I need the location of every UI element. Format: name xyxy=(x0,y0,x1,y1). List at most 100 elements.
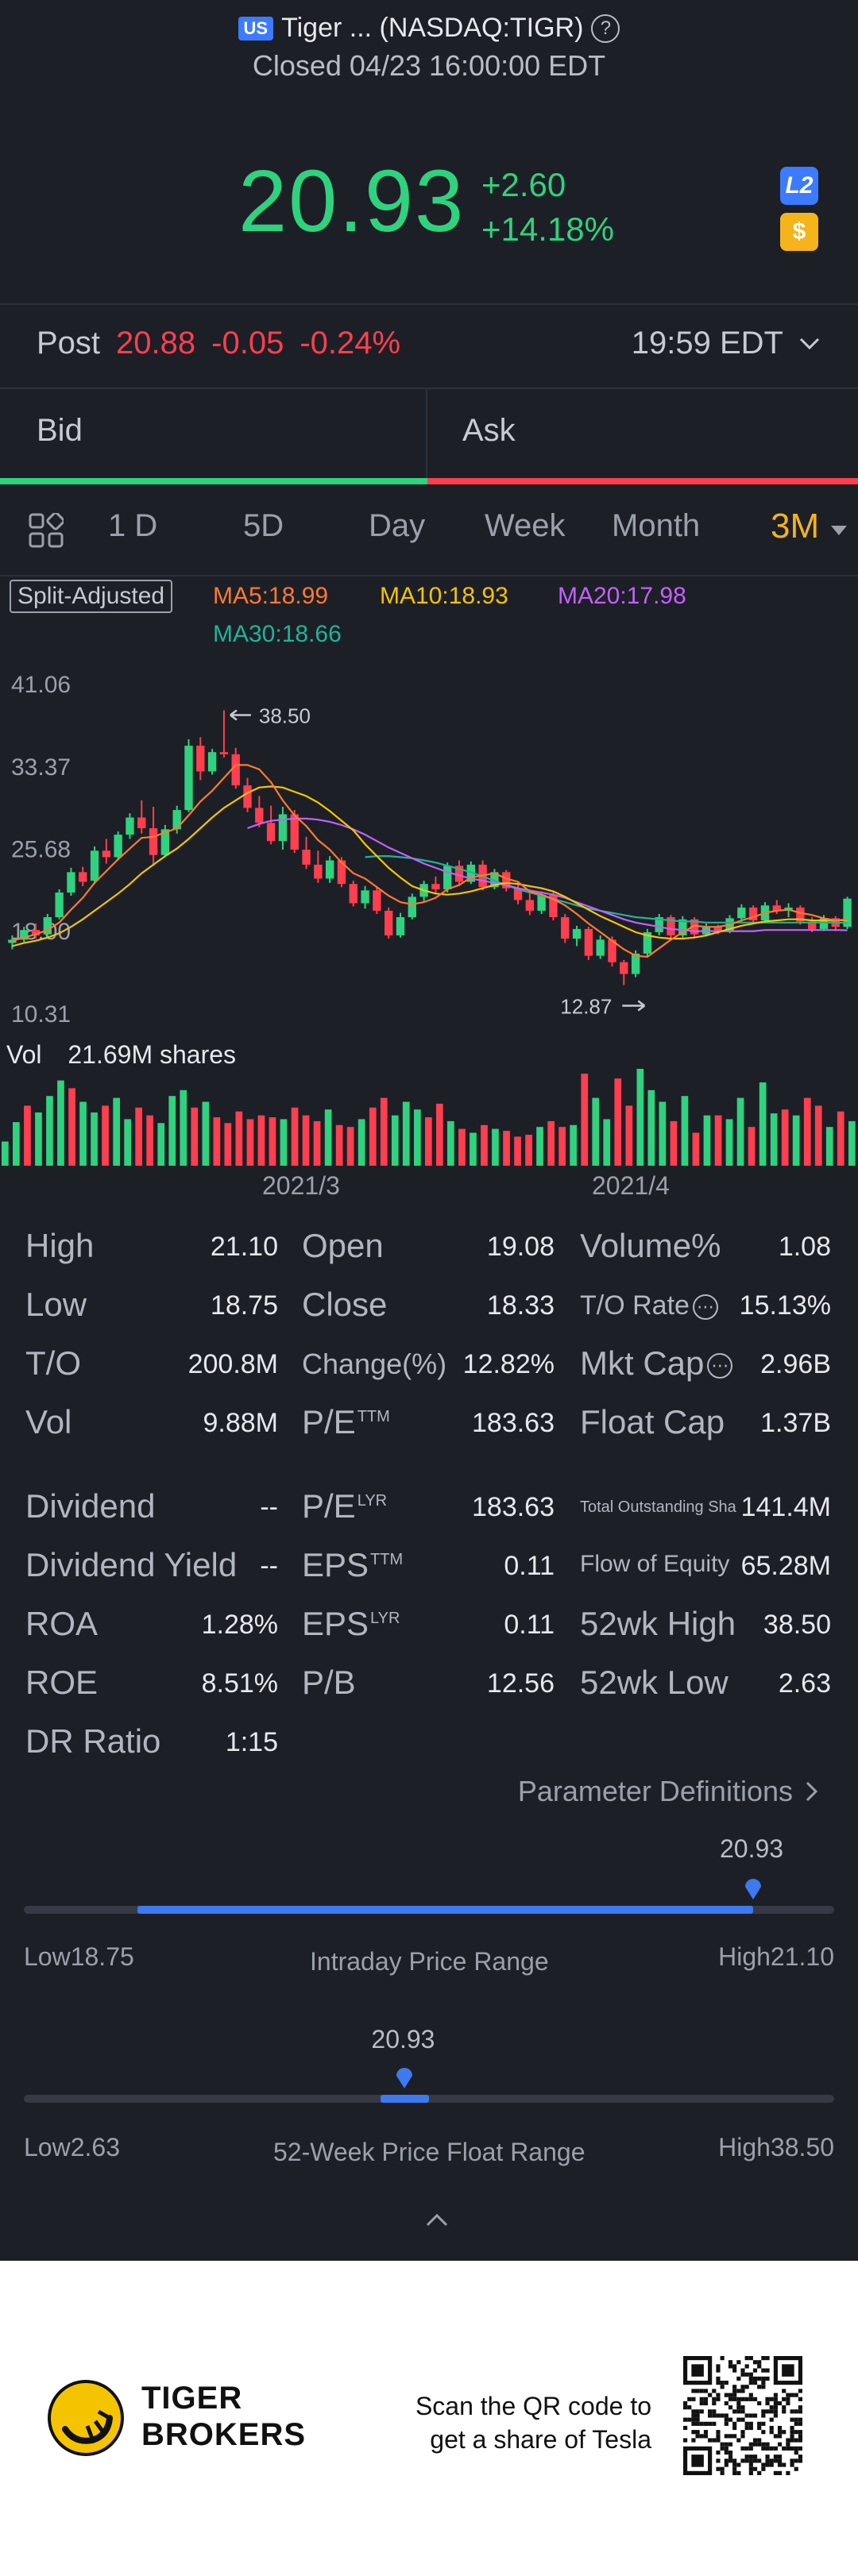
parameter-definitions-link[interactable]: Parameter Definitions xyxy=(518,1775,818,1808)
qr-module xyxy=(769,2430,774,2435)
qr-module xyxy=(712,2438,717,2443)
qr-module xyxy=(728,2393,733,2397)
volume-bar xyxy=(369,1107,377,1166)
qr-module xyxy=(777,2470,783,2475)
stat-value: 19.08 xyxy=(486,1232,555,1262)
qr-module xyxy=(691,2438,696,2443)
grid-icon[interactable] xyxy=(29,513,64,548)
qr-module xyxy=(748,2425,753,2431)
share-footer: TIGER BROKERS Scan the QR code to get a … xyxy=(0,2261,858,2576)
qr-module xyxy=(716,2430,721,2435)
qr-module xyxy=(748,2376,753,2381)
intraday-range: 20.93 Low18.75 Intraday Price Range High… xyxy=(24,1834,834,1976)
ttm-superscript: TTM xyxy=(357,1408,390,1425)
stat-label: ROE xyxy=(25,1664,99,1701)
qr-module xyxy=(695,2413,700,2418)
qr-module xyxy=(736,2462,741,2467)
qr-module xyxy=(716,2413,721,2418)
qr-module xyxy=(748,2421,753,2426)
candle-body xyxy=(843,898,852,927)
stat-label[interactable]: Mkt Cap ⋯ xyxy=(580,1344,733,1382)
ma10-line xyxy=(12,785,848,947)
ttm-superscript: TTM xyxy=(370,1551,404,1568)
volume-bar xyxy=(168,1096,176,1166)
qr-module xyxy=(790,2446,794,2451)
candle-body xyxy=(102,850,111,858)
qr-module xyxy=(752,2381,758,2385)
tab-month[interactable]: Month xyxy=(612,508,701,543)
tab-week[interactable]: Week xyxy=(485,508,566,543)
volume-bar xyxy=(558,1127,566,1166)
candle-body xyxy=(290,814,299,850)
candle-body xyxy=(608,939,616,962)
qr-caption-line2: get a share of Tesla xyxy=(430,2425,651,2454)
stat-label: High xyxy=(25,1227,95,1264)
tab-day[interactable]: Day xyxy=(369,508,426,543)
level2-icon[interactable]: L2 xyxy=(780,167,818,205)
title-row[interactable]: US Tiger ... (NASDAQ:TIGR) ? xyxy=(0,13,858,44)
stat-label: EPS TTM xyxy=(302,1546,403,1584)
help-icon[interactable]: ? xyxy=(591,13,620,43)
qr-module xyxy=(728,2434,733,2439)
chevron-up-icon[interactable] xyxy=(421,2208,453,2231)
intraday-fill xyxy=(137,1906,753,1914)
qr-module xyxy=(724,2401,729,2406)
qr-module xyxy=(765,2455,770,2459)
min-arrow-icon xyxy=(622,1000,646,1012)
stat-label: Dividend Yield xyxy=(25,1546,238,1583)
qr-module xyxy=(699,2401,704,2406)
volume-bar xyxy=(46,1096,53,1166)
tab-1d[interactable]: 1 D xyxy=(108,508,158,543)
candle-body xyxy=(337,860,346,885)
qr-code-icon[interactable] xyxy=(683,2356,802,2475)
qr-module xyxy=(736,2405,741,2410)
volume-bar xyxy=(814,1105,822,1166)
week52-high-label: High xyxy=(718,2133,771,2161)
candle-body xyxy=(31,930,41,935)
post-time-dropdown[interactable]: 19:59 EDT xyxy=(632,326,820,361)
split-adjusted-button[interactable]: Split-Adjusted xyxy=(10,580,173,613)
volume-bar xyxy=(514,1136,521,1166)
volume-bar xyxy=(224,1123,232,1166)
stat-value: 183.63 xyxy=(472,1408,555,1438)
qr-module xyxy=(798,2438,802,2443)
info-icon[interactable]: ⋯ xyxy=(707,1352,733,1379)
last-price: 20.93 xyxy=(238,152,466,250)
candle-body xyxy=(596,939,605,956)
qr-module xyxy=(769,2417,774,2422)
candlestick-chart[interactable]: 41.06 33.37 25.68 18.00 10.31 38.50 12.87 xyxy=(0,659,858,1032)
candle-body xyxy=(620,962,628,974)
qr-module xyxy=(765,2458,770,2463)
mkt-cap-label: Mkt Cap xyxy=(580,1344,705,1382)
qr-module xyxy=(765,2397,770,2401)
qr-module xyxy=(790,2458,794,2463)
stat-label[interactable]: T/O Rate ⋯ xyxy=(580,1290,718,1321)
volume-bar xyxy=(157,1123,165,1166)
qr-module xyxy=(769,2425,774,2431)
y-tick-label: 33.37 xyxy=(11,754,71,781)
candle-body xyxy=(513,888,523,900)
volume-bar xyxy=(603,1119,611,1166)
qr-module xyxy=(798,2405,802,2410)
tab-3m[interactable]: 3M xyxy=(771,507,820,546)
qr-module xyxy=(728,2458,733,2463)
volume-bar xyxy=(547,1120,555,1166)
qr-module xyxy=(691,2409,696,2414)
max-price-annotation: 38.50 xyxy=(259,704,311,728)
info-icon[interactable]: ⋯ xyxy=(692,1294,718,1321)
candle-body xyxy=(207,752,217,772)
qr-module xyxy=(757,2360,762,2365)
qr-module xyxy=(695,2421,700,2426)
qr-module xyxy=(790,2430,794,2435)
stat-row: Low 18.75 Close 18.33 T/O Rate ⋯ 15.13% xyxy=(0,1286,858,1341)
qr-module xyxy=(782,2397,786,2401)
candle-body xyxy=(502,872,511,889)
tab-5d[interactable]: 5D xyxy=(243,508,284,543)
ma30-label: MA30:18.66 xyxy=(213,621,342,647)
qr-module xyxy=(724,2450,729,2455)
dollar-icon[interactable]: $ xyxy=(780,213,818,251)
lyr-superscript: LYR xyxy=(357,1492,388,1510)
stat-value: 2.96B xyxy=(760,1349,831,1379)
stat-value: 141.4M xyxy=(740,1492,831,1522)
stat-value: 8.51% xyxy=(201,1668,278,1699)
